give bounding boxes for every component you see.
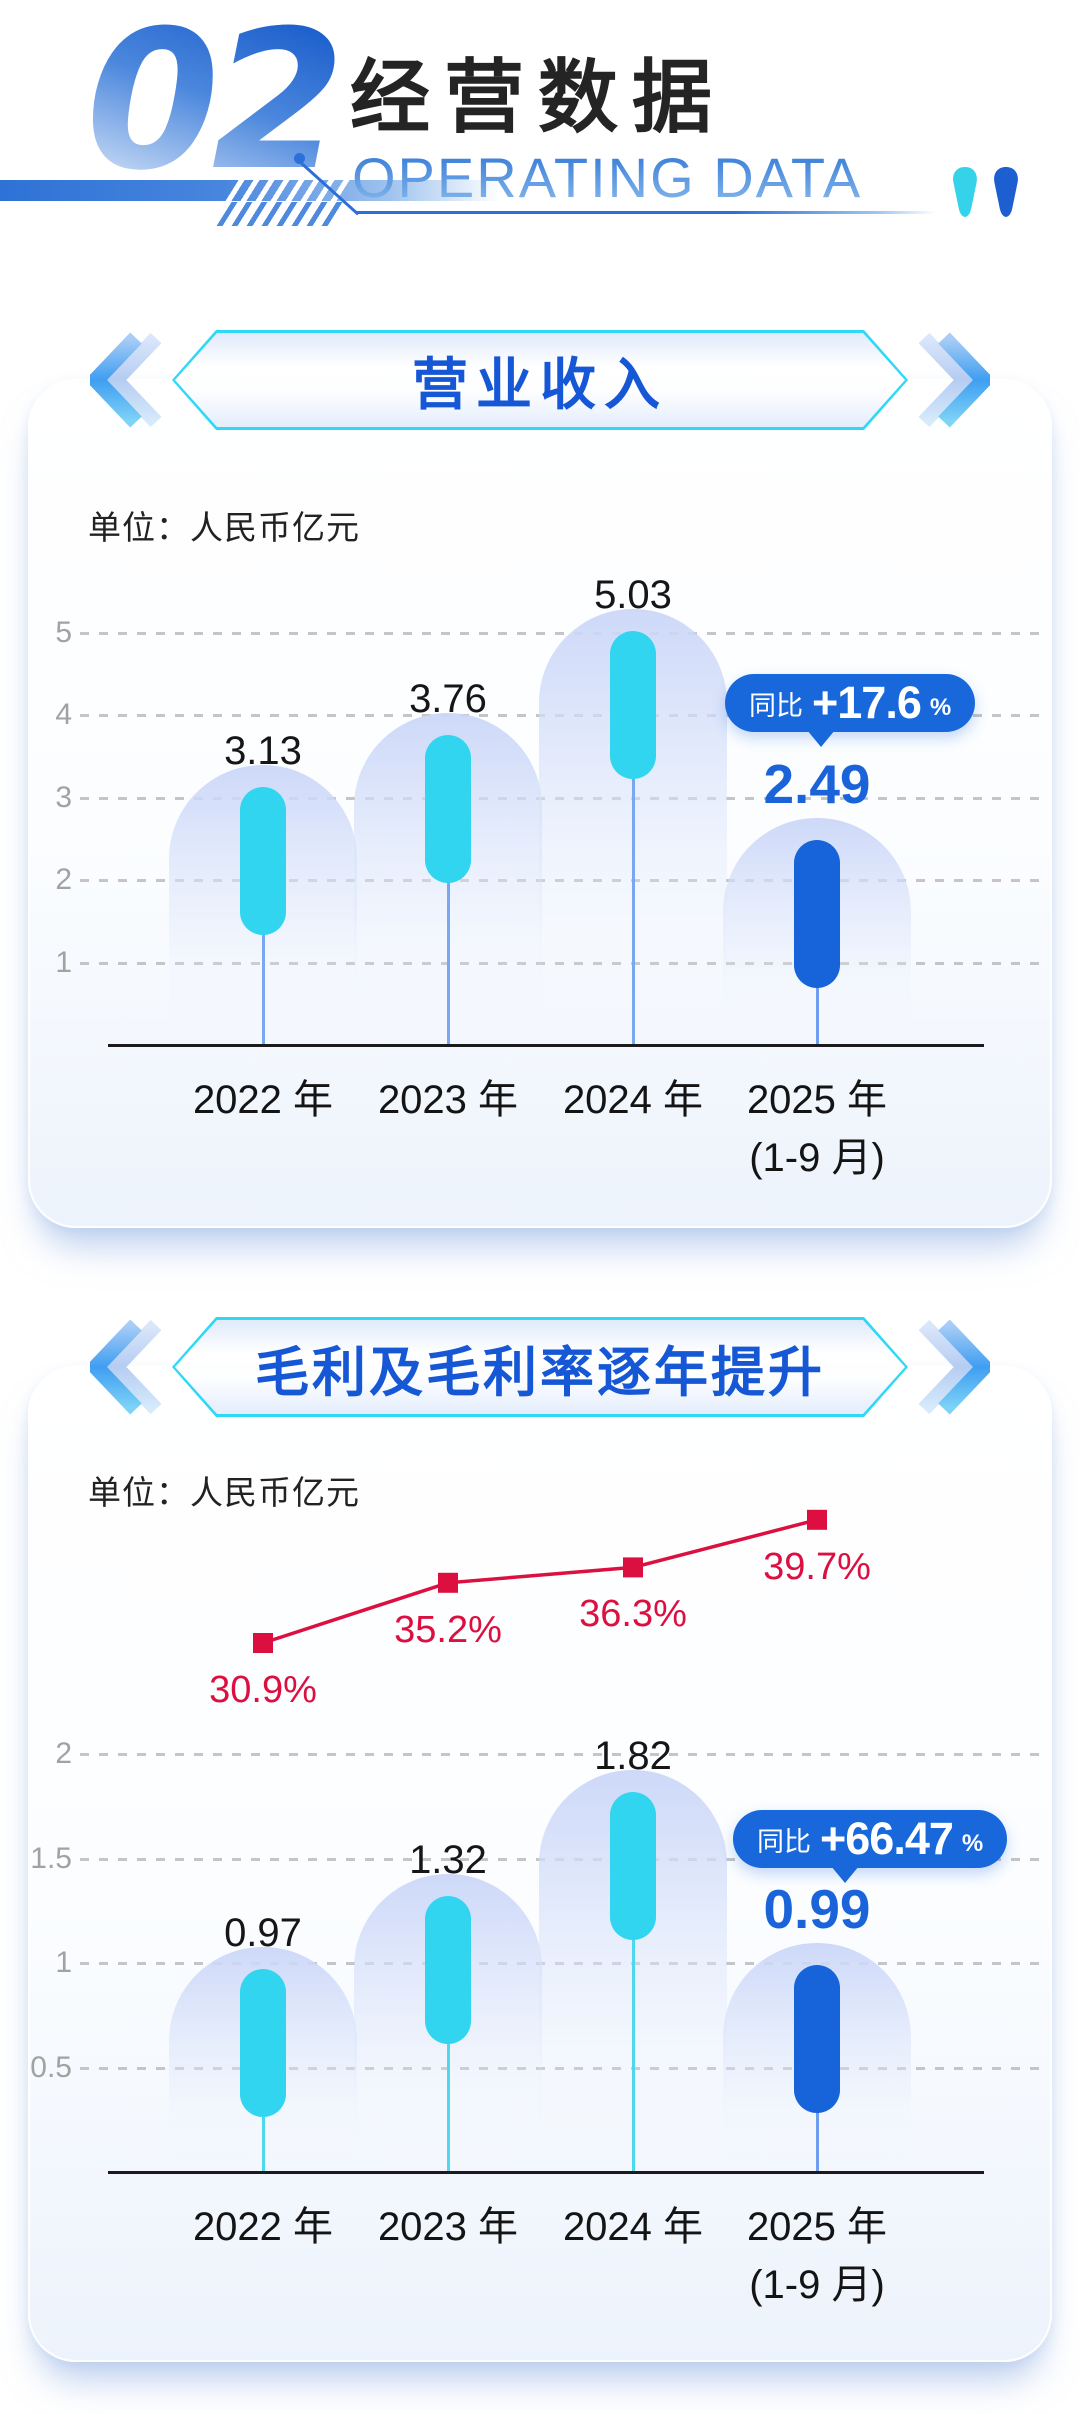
yoy-badge-suffix: % bbox=[961, 1830, 984, 1857]
x-category-label: 2022 年 bbox=[192, 2205, 334, 2249]
bar-capsule bbox=[425, 735, 471, 884]
header-hatch-stripes-top bbox=[224, 179, 358, 202]
bar-stem bbox=[446, 877, 450, 1045]
revenue-card: 营业收入 单位：人民币亿元 1 2 3 4 5 3.13 3.76 5.03 2.49 2022 … bbox=[28, 330, 1052, 1228]
yoy-badge-gross-profit: 同比 +66.47% bbox=[733, 1810, 1008, 1883]
connector-dot-icon bbox=[294, 153, 305, 164]
quote-marks bbox=[950, 166, 1060, 226]
margin-percent-label: 30.9% bbox=[209, 1669, 317, 1711]
header-underline bbox=[356, 211, 936, 214]
x-category-label: 2023 年 bbox=[377, 1078, 519, 1122]
x-category-label: 2024 年 bbox=[562, 1078, 704, 1122]
bar-capsule bbox=[240, 787, 286, 936]
gross-profit-card: 毛利及毛利率逐年提升 单位：人民币亿元 0.5 1 1.5 2 0.97 1.32 1.82… bbox=[28, 1317, 1052, 2362]
gross-profit-chart: 0.5 1 1.5 2 0.97 1.32 1.82 0.99 30.9% 35.2% 36.3% 3… bbox=[28, 1366, 1052, 2362]
bar-stem bbox=[815, 2107, 819, 2172]
revenue-banner-hexagon: 营业收入 bbox=[172, 330, 908, 430]
yoy-badge-revenue: 同比 +17.6% bbox=[725, 674, 976, 747]
bar-value-label: 1.32 bbox=[409, 1838, 487, 1883]
chevron-right-icon bbox=[918, 1319, 990, 1415]
unit-label: 单位：人民币亿元 bbox=[88, 509, 360, 546]
bar-capsule bbox=[610, 630, 656, 779]
y-tick-label: 4 bbox=[55, 698, 72, 732]
y-tick-label: 1 bbox=[55, 945, 72, 979]
bar-value-label: 5.03 bbox=[594, 572, 672, 617]
x-category-label: 2024 年 bbox=[562, 2205, 704, 2249]
x-category-label: 2023 年 bbox=[377, 2205, 519, 2249]
revenue-title: 营业收入 bbox=[412, 352, 668, 416]
gross-profit-title: 毛利及毛利率逐年提升 bbox=[255, 1342, 825, 1403]
bar-value-label: 3.76 bbox=[409, 677, 487, 722]
margin-percent-label: 39.7% bbox=[763, 1545, 871, 1588]
x-axis-line bbox=[108, 2171, 984, 2174]
y-tick-label: 2 bbox=[55, 1737, 72, 1770]
line-marker-icon bbox=[438, 1572, 458, 1593]
quote-mark-icon-blue bbox=[994, 167, 1018, 217]
bar-stem bbox=[815, 981, 819, 1045]
y-tick-label: 1.5 bbox=[30, 1841, 72, 1875]
chevron-left-icon bbox=[90, 1319, 162, 1415]
chevron-left-icon bbox=[90, 332, 162, 428]
grid-line bbox=[80, 1753, 1040, 1756]
bar-stem bbox=[631, 772, 635, 1045]
yoy-badge-prefix: 同比 bbox=[757, 1826, 811, 1857]
margin-percent-label: 35.2% bbox=[394, 1608, 502, 1651]
bar-stem bbox=[261, 929, 265, 1045]
y-tick-label: 0.5 bbox=[30, 2050, 72, 2084]
chevron-right-icon bbox=[918, 332, 990, 428]
bar-capsule bbox=[794, 1965, 840, 2114]
bar-value-label: 3.13 bbox=[224, 729, 302, 774]
x-category-label: 2025 年 (1-9 月) bbox=[746, 2205, 888, 2307]
quote-mark-icon-cyan bbox=[953, 167, 977, 217]
revenue-chart: 1 2 3 4 5 3.13 3.76 5.03 2.49 2022 年 2023 年 2024 年 2… bbox=[28, 379, 1052, 1228]
header-hatch-stripes-bottom bbox=[216, 202, 350, 226]
bar-capsule bbox=[240, 1969, 286, 2118]
line-marker-icon bbox=[807, 1509, 827, 1530]
bar-capsule bbox=[610, 1791, 656, 1940]
yoy-badge-value: +66.47 bbox=[820, 1813, 954, 1864]
revenue-banner: 营业收入 bbox=[90, 330, 990, 430]
margin-percent-label: 36.3% bbox=[579, 1593, 687, 1636]
yoy-badge-value: +17.6 bbox=[812, 677, 922, 728]
bar-capsule bbox=[794, 839, 840, 988]
x-category-label: 2022 年 bbox=[192, 1078, 334, 1122]
gross-profit-banner: 毛利及毛利率逐年提升 bbox=[90, 1317, 990, 1417]
bar-stem bbox=[631, 1933, 635, 2172]
section-number: 02 bbox=[86, 0, 345, 213]
unit-label: 单位：人民币亿元 bbox=[88, 1474, 360, 1511]
line-marker-icon bbox=[623, 1557, 643, 1578]
y-tick-label: 2 bbox=[55, 863, 72, 897]
line-marker-icon bbox=[253, 1633, 273, 1653]
bar-value-label: 1.82 bbox=[594, 1733, 672, 1778]
grid-line bbox=[80, 632, 1040, 635]
yoy-badge-prefix: 同比 bbox=[749, 690, 803, 721]
page-title: 经营数据 bbox=[350, 53, 726, 142]
y-tick-label: 3 bbox=[55, 780, 72, 814]
bar-value-label: 2.49 bbox=[763, 752, 871, 815]
x-axis-line bbox=[108, 1044, 984, 1047]
y-tick-label: 5 bbox=[55, 616, 72, 649]
page-subtitle-en: OPERATING DATA bbox=[352, 146, 863, 209]
bar-capsule bbox=[425, 1896, 471, 2045]
bar-value-label: 0.97 bbox=[224, 1911, 302, 1956]
bar-stem bbox=[446, 2038, 450, 2172]
x-category-label: 2025 年 (1-9 月) bbox=[746, 1078, 888, 1180]
gross-profit-banner-hexagon: 毛利及毛利率逐年提升 bbox=[172, 1317, 908, 1417]
bar-value-label: 0.99 bbox=[763, 1878, 871, 1941]
bar-stem bbox=[261, 2111, 265, 2172]
yoy-badge-suffix: % bbox=[929, 694, 952, 721]
y-tick-label: 1 bbox=[55, 1946, 72, 1979]
